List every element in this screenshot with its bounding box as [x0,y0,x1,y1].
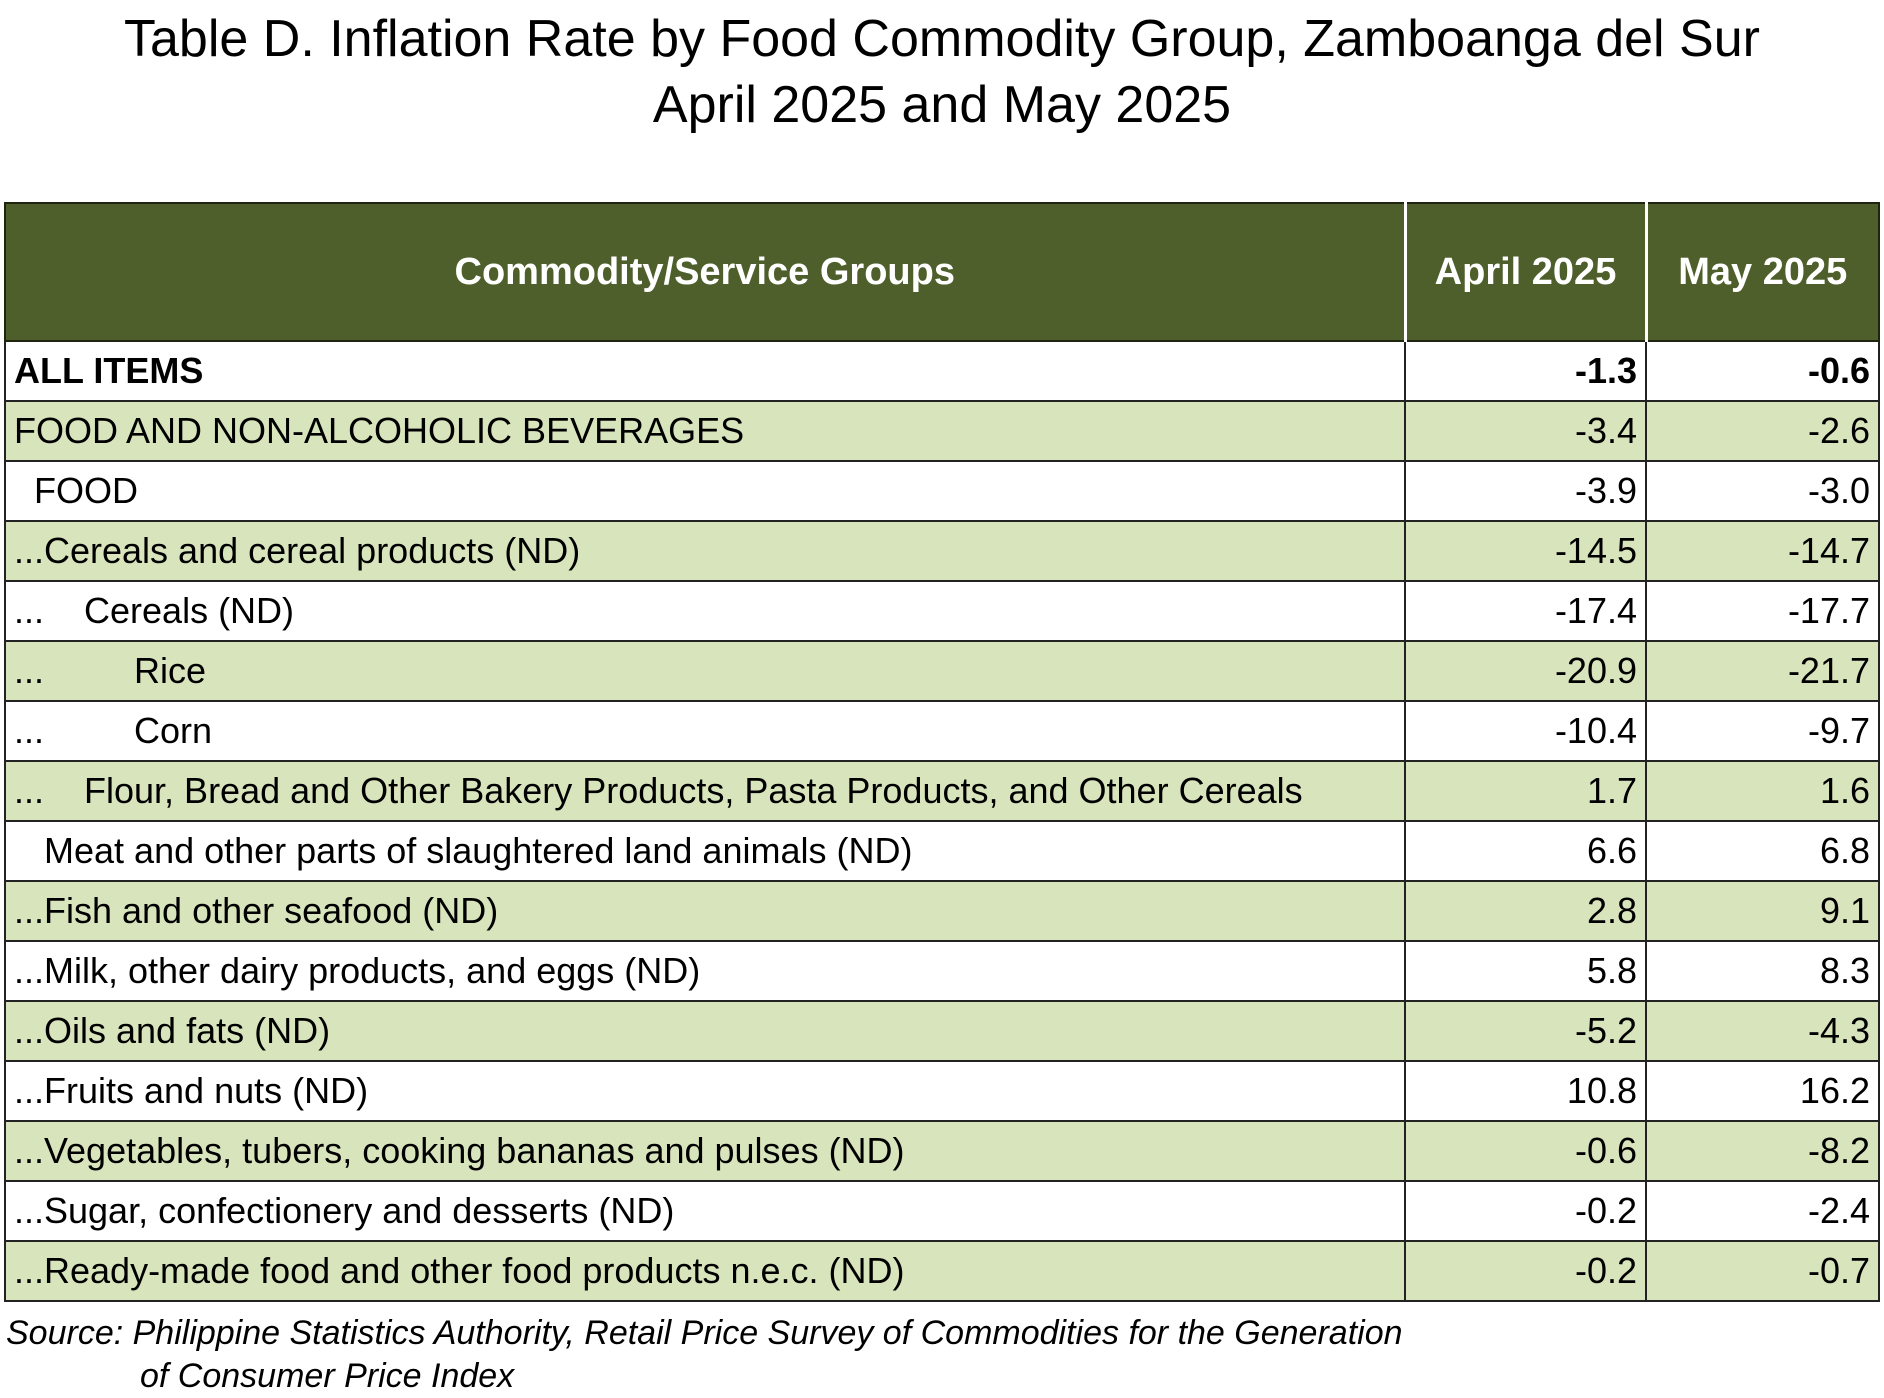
table-row: ...Oils and fats (ND) -5.2 -4.3 [4,1000,1880,1062]
commodity-cell: ... Corn [4,700,1406,762]
may-value-cell: -2.6 [1645,400,1880,462]
april-value-cell: -0.6 [1404,1120,1647,1182]
table-row: ...Cereals and cereal products (ND) -14.5… [4,520,1880,582]
inflation-table: Commodity/Service Groups April 2025 May … [4,202,1880,1302]
commodity-cell: ...Fruits and nuts (ND) [4,1060,1406,1122]
table-row: ... Corn -10.4 -9.7 [4,700,1880,762]
may-value-cell: 16.2 [1645,1060,1880,1122]
commodity-cell: Meat and other parts of slaughtered land… [4,820,1406,882]
commodity-cell: ... Cereals (ND) [4,580,1406,642]
table-row: ...Vegetables, tubers, cooking bananas a… [4,1120,1880,1182]
april-value-cell: -0.2 [1404,1240,1647,1302]
table-row: ...Fish and other seafood (ND) 2.8 9.1 [4,880,1880,942]
may-value-cell: -8.2 [1645,1120,1880,1182]
header-april: April 2025 [1403,202,1647,342]
table-header-row: Commodity/Service Groups April 2025 May … [4,202,1880,342]
table-row: ALL ITEMS -1.3 -0.6 [4,340,1880,402]
table-row: ...Milk, other dairy products, and eggs … [4,940,1880,1002]
april-value-cell: -14.5 [1404,520,1647,582]
commodity-cell: ALL ITEMS [4,340,1406,402]
may-value-cell: 9.1 [1645,880,1880,942]
table-row: FOOD -3.9 -3.0 [4,460,1880,522]
commodity-cell: FOOD [4,460,1406,522]
may-value-cell: -4.3 [1645,1000,1880,1062]
may-value-cell: -9.7 [1645,700,1880,762]
may-value-cell: 8.3 [1645,940,1880,1002]
commodity-cell: ...Fish and other seafood (ND) [4,880,1406,942]
april-value-cell: 5.8 [1404,940,1647,1002]
may-value-cell: -0.7 [1645,1240,1880,1302]
commodity-cell: ...Cereals and cereal products (ND) [4,520,1406,582]
table-row: ...Fruits and nuts (ND) 10.8 16.2 [4,1060,1880,1122]
commodity-cell: ...Ready-made food and other food produc… [4,1240,1406,1302]
april-value-cell: 1.7 [1404,760,1647,822]
source-note: Source: Philippine Statistics Authority,… [6,1312,1403,1398]
may-value-cell: -17.7 [1645,580,1880,642]
may-value-cell: -21.7 [1645,640,1880,702]
may-value-cell: -3.0 [1645,460,1880,522]
table-row: ...Sugar, confectionery and desserts (ND… [4,1180,1880,1242]
may-value-cell: -0.6 [1645,340,1880,402]
table-row: ...Ready-made food and other food produc… [4,1240,1880,1302]
april-value-cell: -0.2 [1404,1180,1647,1242]
commodity-cell: ...Sugar, confectionery and desserts (ND… [4,1180,1406,1242]
april-value-cell: -20.9 [1404,640,1647,702]
april-value-cell: -5.2 [1404,1000,1647,1062]
table-row: ... Flour, Bread and Other Bakery Produc… [4,760,1880,822]
april-value-cell: -1.3 [1404,340,1647,402]
commodity-cell: ... Flour, Bread and Other Bakery Produc… [4,760,1406,822]
commodity-cell: FOOD AND NON-ALCOHOLIC BEVERAGES [4,400,1406,462]
commodity-cell: ...Milk, other dairy products, and eggs … [4,940,1406,1002]
april-value-cell: 6.6 [1404,820,1647,882]
source-line-2: of Consumer Price Index [140,1357,515,1395]
table-row: FOOD AND NON-ALCOHOLIC BEVERAGES -3.4 -2.6 [4,400,1880,462]
april-value-cell: -10.4 [1404,700,1647,762]
april-value-cell: -3.9 [1404,460,1647,522]
may-value-cell: 6.8 [1645,820,1880,882]
april-value-cell: -17.4 [1404,580,1647,642]
title-line-1: Table D. Inflation Rate by Food Commodit… [124,10,1760,68]
commodity-cell: ... Rice [4,640,1406,702]
title-line-2: April 2025 and May 2025 [652,76,1232,134]
may-value-cell: -2.4 [1645,1180,1880,1242]
commodity-cell: ...Oils and fats (ND) [4,1000,1406,1062]
may-value-cell: 1.6 [1645,760,1880,822]
april-value-cell: 2.8 [1404,880,1647,942]
table-row: ... Rice -20.9 -21.7 [4,640,1880,702]
may-value-cell: -14.7 [1645,520,1880,582]
april-value-cell: -3.4 [1404,400,1647,462]
table-row: Meat and other parts of slaughtered land… [4,820,1880,882]
page-title: Table D. Inflation Rate by Food Commodit… [0,6,1884,138]
commodity-cell: ...Vegetables, tubers, cooking bananas a… [4,1120,1406,1182]
header-may: May 2025 [1644,202,1880,342]
table-row: ... Cereals (ND) -17.4 -17.7 [4,580,1880,642]
source-line-1: Source: Philippine Statistics Authority,… [6,1314,1403,1352]
april-value-cell: 10.8 [1404,1060,1647,1122]
header-commodity: Commodity/Service Groups [4,202,1406,342]
